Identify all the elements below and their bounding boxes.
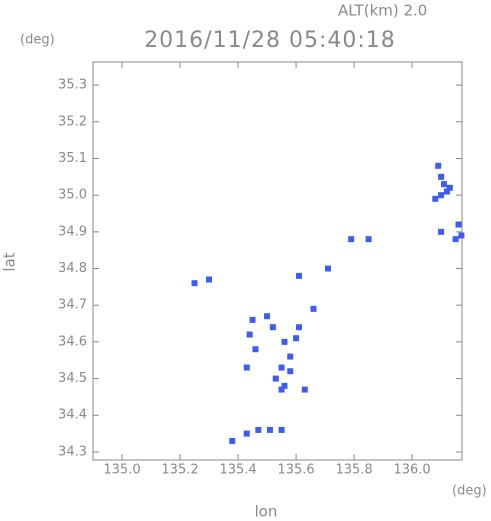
chart-title: 2016/11/28 05:40:18 (144, 28, 396, 53)
echo-point (229, 437, 236, 444)
echo-point (191, 280, 198, 287)
altitude-label: ALT(km) 2.0 (338, 2, 427, 20)
y-tick-label: 34.7 (58, 298, 87, 313)
x-tick-label: 135.2 (161, 463, 198, 478)
echo-point (255, 426, 262, 433)
y-tick-label: 35.1 (58, 151, 87, 166)
y-tick-label: 34.5 (58, 371, 87, 386)
echo-point (278, 426, 285, 433)
echo-point (438, 192, 445, 199)
y-tick-label: 34.8 (58, 261, 87, 276)
echo-point (278, 364, 285, 371)
echo-point (243, 364, 250, 371)
echo-point (249, 316, 256, 323)
echo-point (269, 324, 276, 331)
echo-point (281, 382, 288, 389)
echo-point (266, 426, 273, 433)
echo-point (278, 386, 285, 393)
echo-point (293, 335, 300, 342)
y-tick-label: 34.3 (58, 444, 87, 459)
echo-point (455, 221, 462, 228)
y-axis-label: lat (1, 252, 19, 271)
echo-point (310, 305, 317, 312)
echo-point (252, 346, 259, 353)
x-unit: (deg) (452, 484, 487, 499)
echo-point (446, 184, 453, 191)
echo-point (443, 188, 450, 195)
y-tick-label: 34.4 (58, 408, 87, 423)
y-tick-label: 35.3 (58, 78, 87, 93)
echo-point (365, 236, 372, 243)
echo-point (438, 173, 445, 180)
x-tick-label: 135.0 (103, 463, 140, 478)
echo-point (264, 313, 271, 320)
echo-point (348, 236, 355, 243)
echo-point (452, 236, 459, 243)
plot-frame (92, 61, 463, 461)
x-tick-label: 135.8 (335, 463, 372, 478)
echo-point (432, 195, 439, 202)
echo-point (287, 353, 294, 360)
y-tick-label: 34.9 (58, 224, 87, 239)
x-tick-label: 135.4 (219, 463, 256, 478)
y-tick-label: 35.2 (58, 114, 87, 129)
y-tick-label: 35.0 (58, 188, 87, 203)
echo-point (287, 368, 294, 375)
x-tick-label: 136.0 (393, 463, 430, 478)
echo-point (324, 265, 331, 272)
echo-point (246, 331, 253, 338)
x-tick-label: 135.6 (277, 463, 314, 478)
echo-point (295, 272, 302, 279)
echo-point (441, 181, 448, 188)
echo-point (301, 386, 308, 393)
echo-point (438, 228, 445, 235)
echo-point (458, 232, 465, 239)
echo-point (243, 430, 250, 437)
echo-point (435, 162, 442, 169)
y-unit: (deg) (20, 33, 55, 48)
echo-point (295, 324, 302, 331)
echo-point (281, 338, 288, 345)
x-axis-label: lon (255, 503, 278, 521)
y-tick-label: 34.6 (58, 334, 87, 349)
echo-point (206, 276, 213, 283)
echo-point (272, 375, 279, 382)
